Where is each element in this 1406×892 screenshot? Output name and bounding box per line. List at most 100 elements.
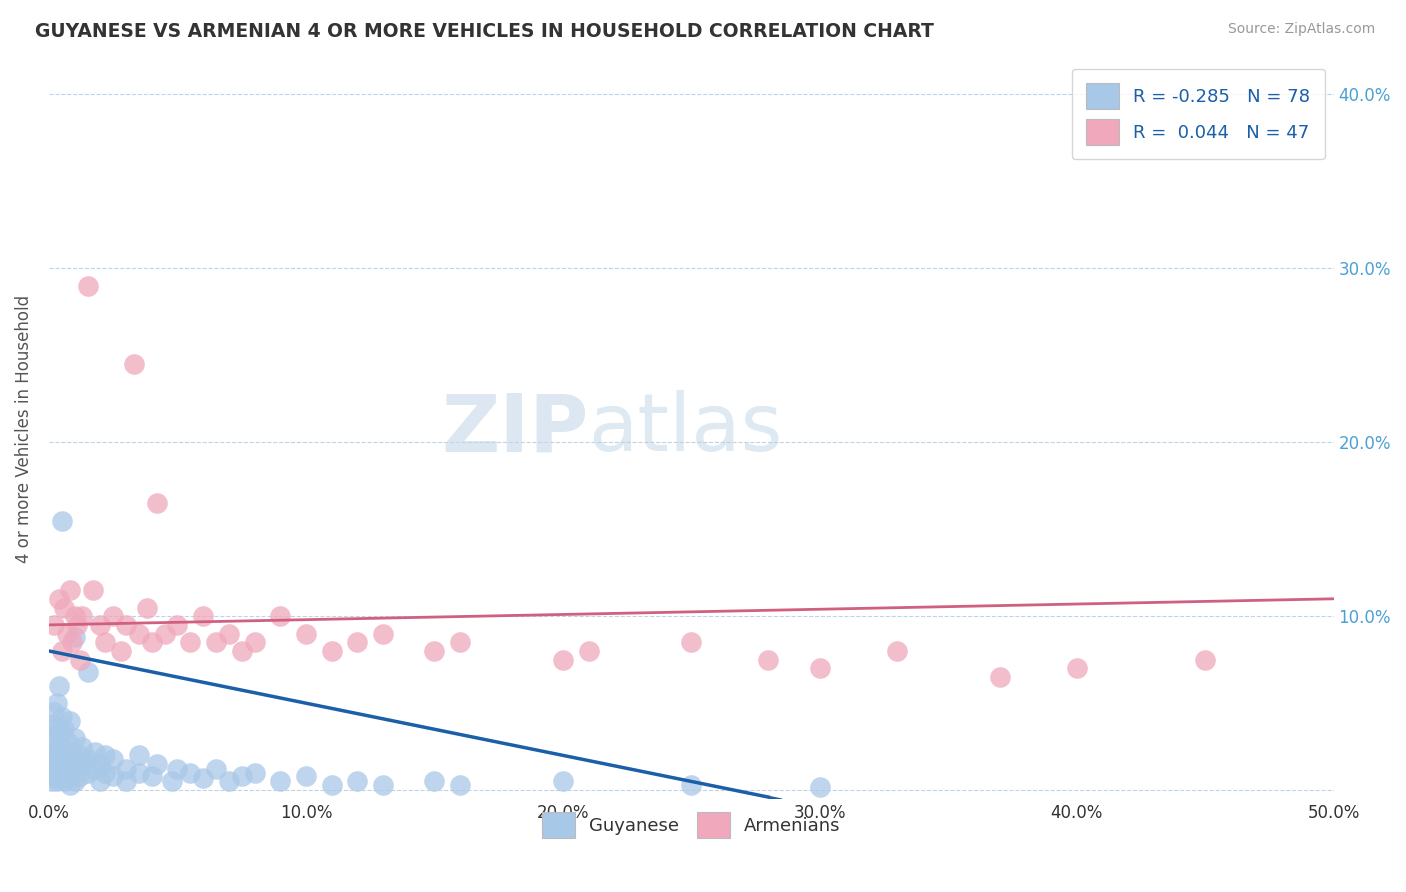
Point (58, 583, 80, 598)
Point (42, 618, 65, 632)
Point (988, 670, 1011, 684)
Point (63, 609, 86, 624)
Point (103, 752, 125, 766)
Point (89, 618, 111, 632)
Point (321, 644, 343, 658)
Point (84, 745, 107, 759)
Point (103, 769, 125, 783)
Point (53, 774, 76, 789)
Point (94, 635, 117, 649)
Point (146, 757, 169, 772)
Point (191, 771, 214, 785)
Point (218, 774, 240, 789)
Point (122, 357, 145, 371)
Point (42, 731, 65, 745)
Point (886, 644, 908, 658)
Point (60, 745, 83, 759)
Point (243, 635, 266, 649)
Point (243, 765, 266, 780)
Point (51, 739, 73, 754)
Point (808, 780, 831, 794)
Point (191, 609, 214, 624)
Point (166, 762, 188, 776)
Point (45, 723, 67, 737)
Point (63, 757, 86, 772)
Point (41, 774, 63, 789)
Point (269, 609, 291, 624)
Point (82, 583, 104, 598)
Point (758, 653, 780, 667)
Point (41, 717, 63, 731)
Point (60, 635, 83, 649)
Point (681, 778, 703, 792)
Point (48, 727, 70, 741)
Point (53, 748, 76, 763)
Point (371, 626, 394, 640)
Point (346, 774, 368, 789)
Point (578, 644, 600, 658)
Point (295, 769, 318, 783)
Point (423, 644, 446, 658)
Point (162, 774, 184, 789)
Point (45, 696, 67, 710)
Y-axis label: 4 or more Vehicles in Household: 4 or more Vehicles in Household (15, 295, 32, 563)
Point (60, 762, 83, 776)
Point (76, 665, 98, 679)
Point (41, 765, 63, 780)
Point (45, 745, 67, 759)
Point (53, 600, 76, 615)
Point (128, 748, 150, 763)
Point (94, 765, 117, 780)
Point (295, 626, 318, 640)
Point (146, 496, 169, 510)
Point (45, 762, 67, 776)
Point (449, 635, 471, 649)
Point (110, 644, 132, 658)
Point (58, 714, 80, 728)
Point (94, 748, 117, 763)
Point (179, 635, 201, 649)
Point (48, 752, 70, 766)
Point (231, 644, 253, 658)
Point (69, 653, 91, 667)
Point (56, 734, 79, 748)
Point (269, 774, 291, 789)
Point (551, 653, 574, 667)
Point (51, 765, 73, 780)
Point (103, 609, 125, 624)
Point (63, 630, 86, 644)
Point (153, 626, 176, 640)
Point (179, 765, 201, 780)
Point (48, 591, 70, 606)
Point (681, 635, 703, 649)
Point (56, 762, 79, 776)
Point (346, 635, 368, 649)
Text: ZIP: ZIP (441, 390, 589, 468)
Point (42, 769, 65, 783)
Point (84, 762, 107, 776)
Point (58, 752, 80, 766)
Legend: Guyanese, Armenians: Guyanese, Armenians (534, 805, 848, 846)
Point (51, 710, 73, 724)
Point (76, 765, 98, 780)
Text: GUYANESE VS ARMENIAN 4 OR MORE VEHICLES IN HOUSEHOLD CORRELATION CHART: GUYANESE VS ARMENIAN 4 OR MORE VEHICLES … (35, 22, 934, 41)
Point (63, 731, 86, 745)
Point (128, 765, 150, 780)
Point (205, 762, 228, 776)
Point (69, 769, 91, 783)
Point (166, 618, 188, 632)
Point (58, 778, 80, 792)
Point (53, 723, 76, 737)
Point (89, 757, 111, 772)
Point (1194, 653, 1216, 667)
Point (42, 705, 65, 719)
Point (115, 618, 138, 632)
Point (76, 278, 98, 293)
Point (1066, 661, 1088, 675)
Point (141, 769, 163, 783)
Point (42, 748, 65, 763)
Point (76, 752, 98, 766)
Point (42, 757, 65, 772)
Point (51, 514, 73, 528)
Point (115, 774, 138, 789)
